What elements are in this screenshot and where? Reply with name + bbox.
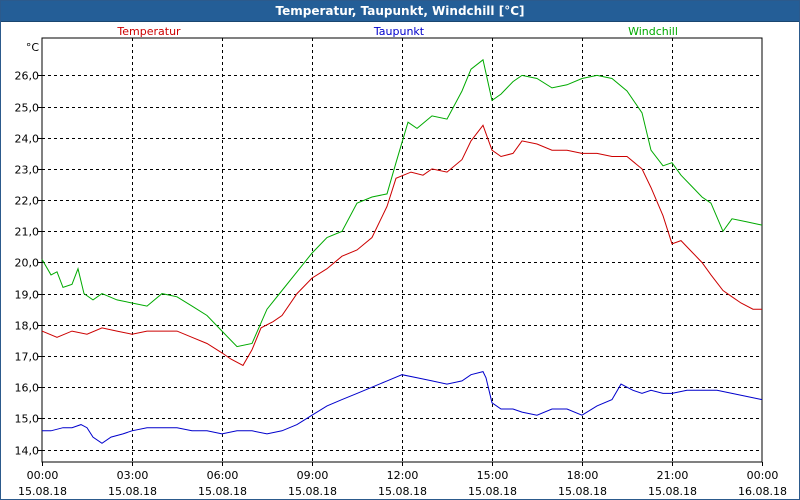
x-tick-label-date: 15.08.18 [378,485,427,498]
x-tick-label-time: 06:00 [207,469,239,482]
legend-item-temperatur: Temperatur [116,25,181,38]
y-tick-label: 18,0 [15,320,40,333]
x-tick-label-time: 15:00 [477,469,509,482]
series-line-temperatur [41,124,762,367]
x-tick-label-date: 15.08.18 [198,485,247,498]
legend-item-taupunkt: Taupunkt [373,25,425,38]
line-chart: 14,0 15,0 16,0 17,0 18,0 19,0 20,0 21,0 22,0 23,0… [15,25,787,498]
x-tick-label-time: 03:00 [117,469,149,482]
x-tick-label-time: 00:00 [27,469,59,482]
y-tick-label: 23,0 [15,164,40,177]
x-tick-label-date: 15.08.18 [288,485,337,498]
x-tick-label-date: 15.08.18 [468,485,517,498]
x-tick-label-time: 00:00 [747,469,779,482]
x-tick-label-time: 12:00 [387,469,419,482]
x-tick-label-date: 15.08.18 [18,485,67,498]
y-tick-label: 25,0 [15,102,40,115]
x-tick-label-time: 09:00 [297,469,329,482]
x-tick-label-date: 16.08.18 [738,485,787,498]
series-line-taupunkt [42,371,763,444]
window-title: Temperatur, Taupunkt, Windchill [°C] [1,1,799,22]
y-tick-label: 15,0 [15,413,40,426]
y-tick-label: 26,0 [15,70,40,83]
y-tick-label: 14,0 [15,445,40,458]
y-tick-label: 22,0 [15,195,40,208]
y-axis-unit: °C [26,41,40,54]
legend-item-windchill: Windchill [628,25,678,38]
y-tick-label: 20,0 [15,257,40,270]
y-tick-label: 21,0 [15,226,40,239]
y-tick-label: 19,0 [15,289,40,302]
x-tick-label-date: 15.08.18 [108,485,157,498]
y-tick-label: 24,0 [15,133,40,146]
x-tick-label-date: 15.08.18 [558,485,607,498]
x-tick-label-time: 21:00 [657,469,689,482]
series-line-windchill [41,58,763,348]
y-tick-label: 16,0 [15,382,40,395]
x-tick-label-time: 18:00 [567,469,599,482]
y-tick-label: 17,0 [15,351,40,364]
x-tick-label-date: 15.08.18 [648,485,697,498]
